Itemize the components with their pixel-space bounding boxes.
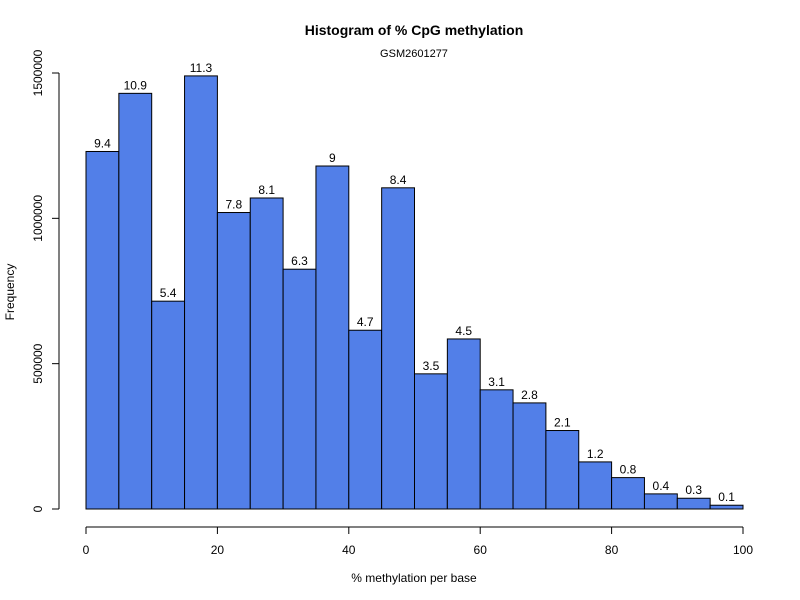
chart-title: Histogram of % CpG methylation (305, 22, 524, 38)
histogram-bar (381, 187, 415, 510)
bar-value-label: 2.8 (521, 388, 538, 402)
bar-value-label: 0.8 (620, 463, 637, 477)
histogram-bar (348, 329, 383, 510)
histogram-bar (282, 268, 317, 510)
bar-value-label: 8.4 (390, 173, 407, 187)
histogram-bar (611, 477, 645, 510)
histogram-bar (578, 461, 613, 510)
bar-value-label: 1.2 (587, 447, 604, 461)
bar-value-label: 6.3 (291, 254, 308, 268)
chart-subtitle: GSM2601277 (380, 48, 448, 60)
histogram-bar (184, 75, 218, 510)
histogram-bar (414, 373, 448, 510)
histogram-bar (643, 493, 678, 510)
y-tick-label: 1000000 (31, 195, 45, 242)
histogram-bar (216, 212, 251, 510)
histogram-bar (249, 197, 284, 510)
bar-value-label: 0.4 (653, 479, 670, 493)
histogram-bar (85, 150, 120, 510)
histogram-bar (446, 338, 481, 510)
x-tick-label: 20 (211, 543, 225, 557)
histogram-bar (709, 504, 744, 510)
y-tick-label: 0 (31, 505, 45, 512)
x-axis: 0 20 40 60 80 100 (83, 526, 753, 557)
bars-group (85, 75, 744, 510)
bar-value-label: 10.9 (124, 78, 148, 92)
bar-value-label: 0.3 (685, 483, 702, 497)
x-tick-label: 40 (342, 543, 356, 557)
bar-value-label: 0.1 (718, 490, 735, 504)
histogram-bar (545, 430, 580, 510)
bar-value-label: 9 (329, 151, 336, 165)
histogram-bar (479, 389, 514, 510)
histogram-bar (512, 402, 547, 510)
x-tick-label: 60 (474, 543, 488, 557)
x-tick-label: 100 (733, 543, 753, 557)
bar-value-label: 3.5 (423, 359, 440, 373)
y-axis-label: Frequency (3, 264, 17, 321)
bar-labels-group: 9.4 10.9 5.4 11.3 7.8 8.1 6.3 9 4.7 8.4 3.5 4.5 3.1 2… (94, 61, 735, 504)
histogram-bar (118, 92, 153, 510)
histogram-bar (676, 497, 711, 510)
y-tick-label: 1500000 (31, 49, 45, 96)
bar-value-label: 2.1 (554, 416, 571, 430)
x-tick-label: 0 (83, 543, 90, 557)
y-tick-label: 500000 (31, 343, 45, 383)
bar-value-label: 7.8 (225, 198, 242, 212)
bar-value-label: 5.4 (160, 286, 177, 300)
bar-value-label: 4.5 (455, 324, 472, 338)
histogram-bar (151, 300, 186, 510)
histogram-bar (315, 165, 350, 510)
x-tick-label: 80 (605, 543, 619, 557)
bar-value-label: 8.1 (258, 183, 275, 197)
bar-value-label: 11.3 (190, 61, 213, 75)
bar-value-label: 3.1 (488, 375, 505, 389)
bar-value-label: 9.4 (94, 136, 111, 150)
x-axis-label: % methylation per base (351, 571, 477, 585)
y-axis: 0 500000 1000000 1500000 (31, 49, 60, 512)
bar-value-label: 4.7 (357, 315, 374, 329)
